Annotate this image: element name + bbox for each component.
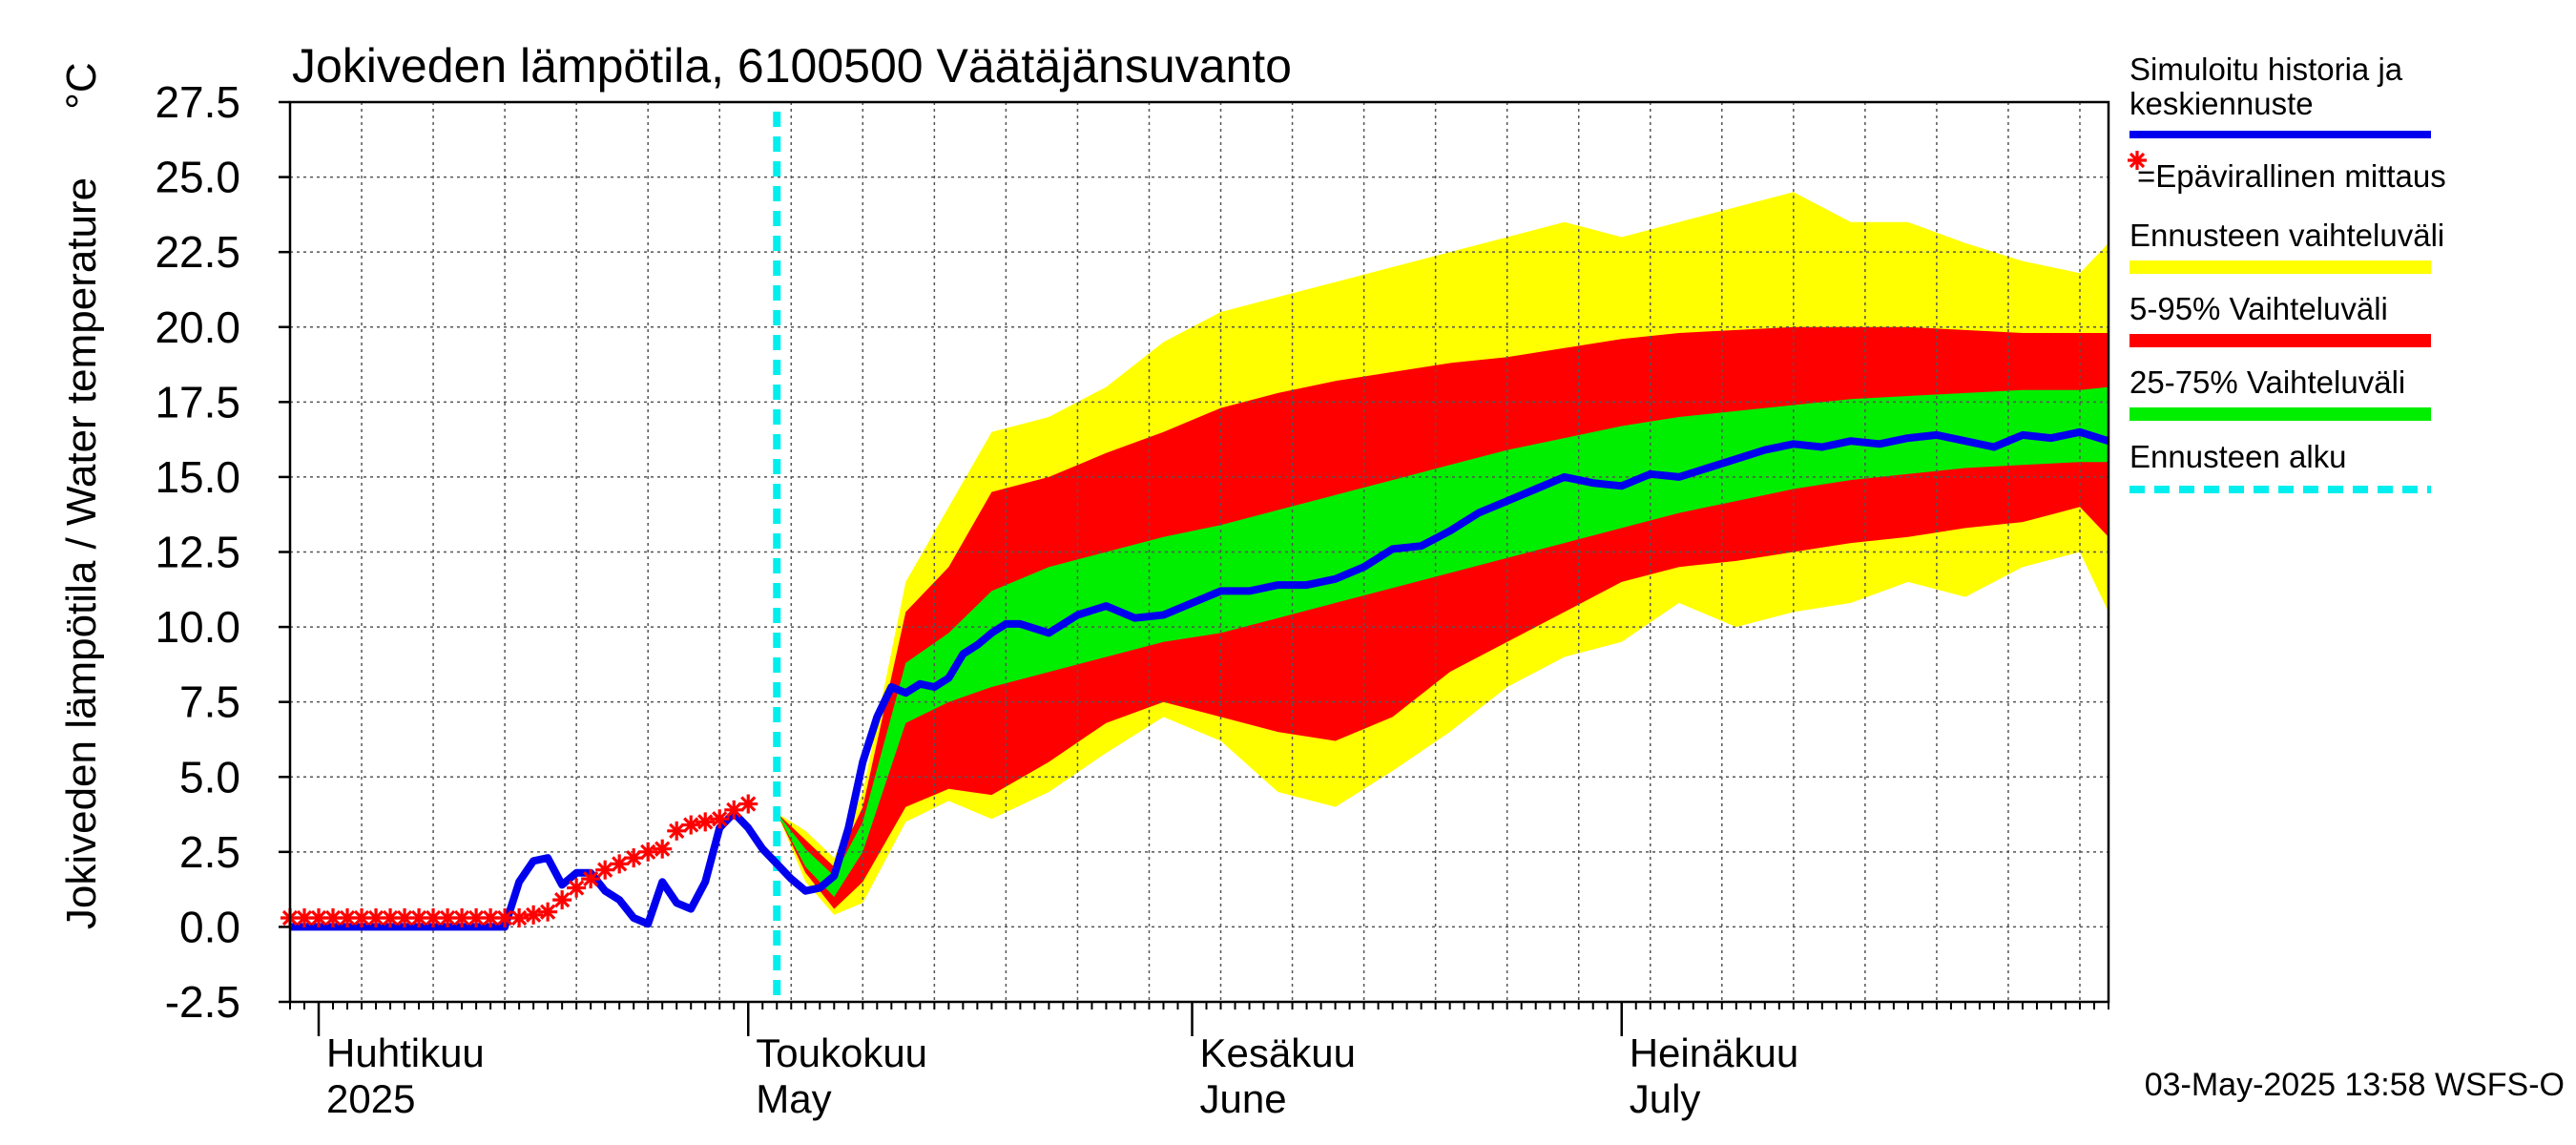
star-stroke	[583, 870, 599, 887]
measurement-star	[438, 907, 458, 927]
star-stroke	[382, 909, 399, 926]
star-stroke	[597, 862, 613, 878]
y-tick-label: 27.5	[155, 77, 240, 127]
star-stroke	[540, 904, 556, 920]
measurement-star	[610, 854, 630, 874]
y-tick-label: 5.0	[179, 752, 240, 802]
legend-label-band-25-75: 25-75% Vaihteluväli	[2129, 364, 2405, 400]
star-stroke	[554, 891, 571, 908]
star-stroke	[310, 909, 327, 926]
measurement-star	[738, 794, 758, 814]
series	[280, 112, 2110, 1002]
forecast-bands	[777, 192, 2109, 915]
y-tick-label: 22.5	[155, 227, 240, 277]
star-stroke	[740, 796, 757, 812]
y-tick-label: 10.0	[155, 602, 240, 652]
measurement-star	[509, 907, 530, 927]
legend-swatch-band-full	[2129, 260, 2431, 274]
star-stroke	[626, 849, 642, 866]
star-stroke	[612, 856, 628, 872]
measurement-star	[581, 869, 601, 889]
y-tick-label: 12.5	[155, 528, 240, 577]
measurement-star	[710, 809, 730, 829]
x-month-label-fi: Kesäkuu	[1199, 1030, 1355, 1075]
star-stroke	[640, 843, 656, 860]
x-month-label-en: June	[1199, 1076, 1286, 1121]
axes: 27.5 25.0 22.5 20.0 17.5 15.0 12.5 10.0 7.5 5.0 2.…	[155, 77, 2110, 1121]
legend-swatch-band-5-95	[2129, 334, 2431, 347]
footer-timestamp: 03-May-2025 13:58 WSFS-O	[2145, 1067, 2565, 1103]
star-stroke	[367, 909, 384, 926]
measurement-star	[552, 890, 572, 910]
star-stroke	[712, 811, 728, 827]
x-month-label-en: 2025	[326, 1076, 415, 1121]
y-tick-label: 15.0	[155, 452, 240, 502]
y-tick-label: 20.0	[155, 302, 240, 352]
measurement-star	[395, 907, 415, 927]
series-line-simulated	[290, 427, 2110, 931]
legend-label-simulated: Simuloitu historia ja	[2129, 52, 2403, 87]
measurement-star	[681, 815, 701, 835]
measurement-star	[352, 907, 372, 927]
y-axis-unit: °C	[58, 62, 105, 109]
y-tick-label: -2.5	[165, 977, 240, 1027]
legend-swatch-measurement	[2128, 151, 2147, 170]
y-tick-label: 25.0	[155, 153, 240, 202]
star-stroke	[439, 909, 456, 926]
x-month-label-fi: Heinäkuu	[1630, 1030, 1798, 1075]
y-tick-label: 0.0	[179, 902, 240, 951]
measurement-star	[653, 839, 673, 859]
y-tick-label: 17.5	[155, 377, 240, 427]
y-tick-label: 2.5	[179, 827, 240, 877]
measurement-star	[696, 812, 716, 832]
legend-label-simulated-2: keskiennuste	[2129, 86, 2314, 121]
measurement-star	[309, 907, 329, 927]
chart-title: Jokiveden lämpötila, 6100500 Väätäjänsuv…	[292, 39, 1292, 93]
star-stroke	[453, 909, 470, 926]
star-stroke	[496, 909, 513, 926]
measurement-star	[624, 848, 644, 868]
y-axis-label: Jokiveden lämpötila / Water temperature	[58, 177, 105, 929]
star-stroke	[669, 822, 685, 839]
star-stroke	[482, 909, 499, 926]
star-stroke	[654, 841, 671, 857]
legend-label-forecast-start: Ennusteen alku	[2129, 439, 2347, 474]
star-stroke	[353, 909, 370, 926]
star-stroke	[396, 909, 413, 926]
measurement-star	[667, 821, 687, 841]
measurement-star	[638, 842, 658, 862]
star-stroke	[510, 909, 528, 926]
measurement-star	[538, 902, 558, 922]
x-month-label-fi: Huhtikuu	[326, 1030, 485, 1075]
y-tick-label: 7.5	[179, 677, 240, 727]
measurement-star	[567, 878, 587, 898]
star-stroke	[726, 802, 742, 818]
measurement-star	[724, 800, 744, 820]
measurement-star	[524, 905, 544, 925]
star-stroke	[296, 909, 313, 926]
star-stroke	[467, 909, 485, 926]
star-stroke	[683, 817, 699, 833]
legend-label-band-5-95: 5-95% Vaihteluväli	[2129, 291, 2388, 326]
star-stroke	[324, 909, 342, 926]
star-stroke	[2129, 152, 2146, 169]
measurement-star	[595, 860, 615, 880]
star-stroke	[569, 880, 585, 896]
star-stroke	[339, 909, 356, 926]
star-stroke	[425, 909, 442, 926]
star-stroke	[697, 814, 714, 830]
band-25-75	[777, 386, 2109, 898]
legend-label-band-full: Ennusteen vaihteluväli	[2129, 218, 2444, 253]
x-month-label-en: May	[756, 1076, 831, 1121]
star-stroke	[526, 906, 542, 923]
measurement-star	[495, 907, 515, 927]
x-month-label-en: July	[1630, 1076, 1701, 1121]
star-stroke	[410, 909, 427, 926]
legend-swatch-band-25-75	[2129, 407, 2431, 421]
x-month-label-fi: Toukokuu	[756, 1030, 927, 1075]
measurement-star	[295, 907, 315, 927]
legend-label-measurement: =Epävirallinen mittaus	[2137, 158, 2446, 194]
